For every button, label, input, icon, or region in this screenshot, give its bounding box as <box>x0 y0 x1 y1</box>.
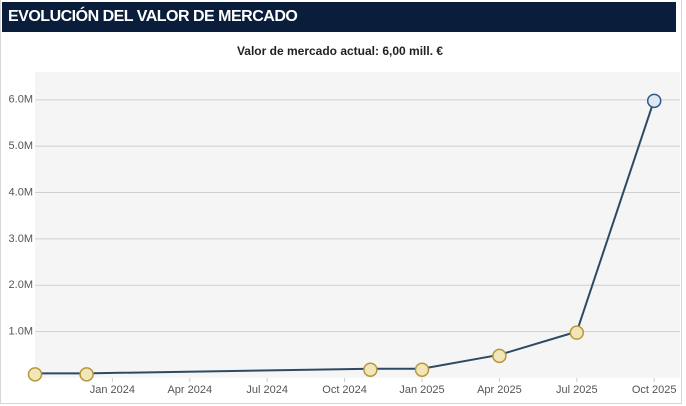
x-tick-label: Apr 2025 <box>477 384 522 396</box>
x-tick-label: Jul 2024 <box>246 384 288 396</box>
panel-header: EVOLUCIÓN DEL VALOR DE MERCADO <box>2 2 676 32</box>
y-tick-label: 1.0M <box>9 326 33 338</box>
y-tick-label: 3.0M <box>9 233 33 245</box>
x-tick-label: Jan 2025 <box>399 384 444 396</box>
point-marker <box>79 367 94 382</box>
point-marker <box>646 93 662 109</box>
point-marker <box>569 325 585 340</box>
x-tick-label: Oct 2025 <box>632 384 677 396</box>
y-tick-label: 5.0M <box>9 140 33 152</box>
chart-subtitle: Valor de mercado actual: 6,00 mill. € <box>237 44 443 58</box>
point-marker <box>414 362 430 377</box>
point-marker <box>492 348 507 364</box>
y-tick-label: 2.0M <box>9 279 33 291</box>
point-marker <box>27 367 43 382</box>
y-tick-label: 6.0M <box>9 94 33 106</box>
x-tick-label: Jan 2024 <box>90 384 135 396</box>
x-tick-label: Jul 2025 <box>556 384 598 396</box>
point-marker <box>363 362 378 377</box>
x-tick-label: Apr 2024 <box>167 384 212 396</box>
x-tick-label: Oct 2024 <box>322 384 367 396</box>
y-tick-label: 4.0M <box>9 186 33 198</box>
